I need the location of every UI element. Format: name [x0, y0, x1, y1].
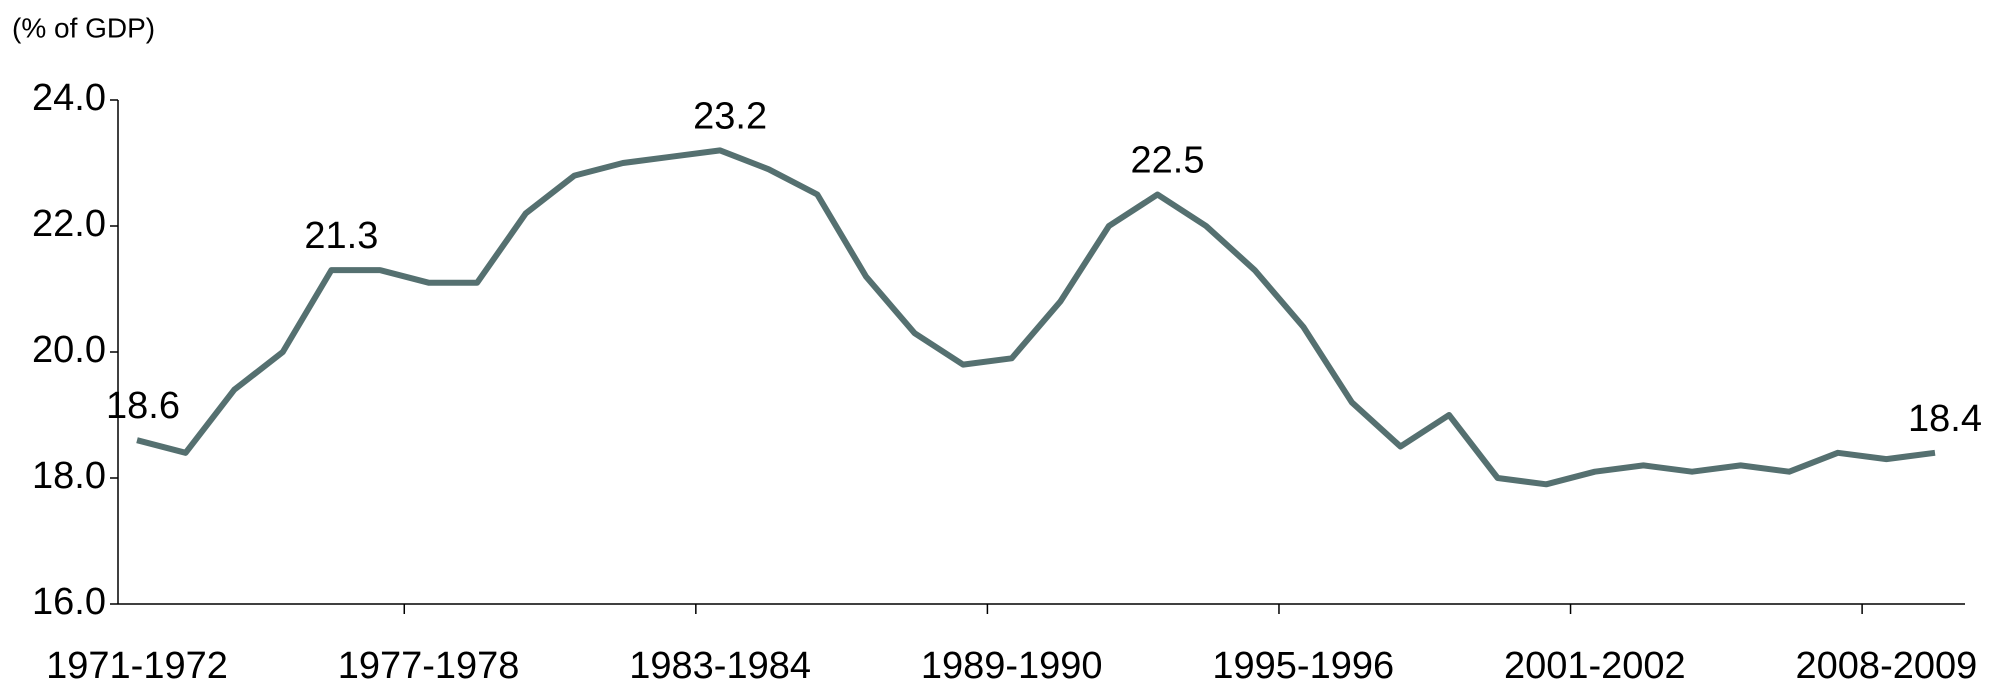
line [136, 147, 1936, 488]
data-label: 22.5 [1131, 140, 1205, 182]
y-axis-label: (% of GDP) [12, 12, 155, 43]
data-label: 18.6 [106, 385, 180, 427]
x-tick-label: 2001-2002 [1504, 645, 1686, 686]
data-label: 18.4 [1908, 398, 1982, 440]
y-tick-label: 24.0 [32, 77, 106, 119]
data-label: 21.3 [304, 215, 378, 257]
x-tick-label: 2008-2009 [1796, 645, 1978, 686]
data-label: 23.2 [693, 95, 767, 137]
x-tick-label: 1971-1972 [46, 645, 228, 686]
y-tick-label: 20.0 [32, 329, 106, 371]
y-tick-label: 18.0 [32, 455, 106, 497]
y-tick-label: 16.0 [32, 581, 106, 623]
y-tick-label: 22.0 [32, 203, 106, 245]
x-tick-label: 1983-1984 [629, 645, 811, 686]
x-tick-label: 1995-1996 [1212, 645, 1394, 686]
x-tick-label: 1977-1978 [338, 645, 520, 686]
x-tick-label: 1989-1990 [921, 645, 1103, 686]
